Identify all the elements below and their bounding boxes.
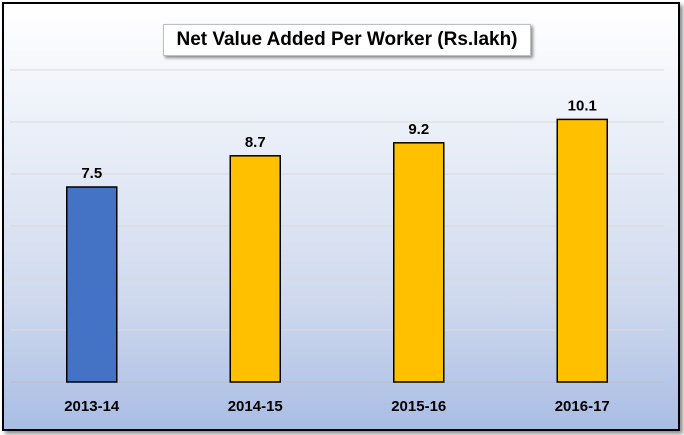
category-axis: 2013-14 2014-15 2015-16 2016-17 [64,398,610,415]
x-tick-label: 2014-15 [228,398,283,415]
data-label: 7.5 [81,165,102,182]
chart-title: Net Value Added Per Worker (Rs.lakh) [176,29,518,50]
bar-2013-14 [66,186,118,383]
bars [66,118,608,383]
data-label: 10.1 [568,97,597,114]
x-tick-label: 2013-14 [64,398,120,415]
chart-plot: 7.5 8.7 9.2 10.1 2013-14 2014-15 2015-16 2016-… [10,69,664,415]
chart-frame: 7.5 8.7 9.2 10.1 2013-14 2014-15 2015-16 2016-… [2,2,680,431]
gridlines [10,69,664,383]
data-labels: 7.5 8.7 9.2 10.1 [81,97,597,182]
bar-2016-17 [556,118,608,383]
data-label: 8.7 [245,134,266,151]
bar-2014-15 [229,155,281,383]
x-tick-label: 2016-17 [555,398,610,415]
chart-title-box: Net Value Added Per Worker (Rs.lakh) [163,24,531,56]
data-label: 9.2 [408,121,429,138]
x-tick-label: 2015-16 [391,398,446,415]
bar-2015-16 [393,142,445,383]
